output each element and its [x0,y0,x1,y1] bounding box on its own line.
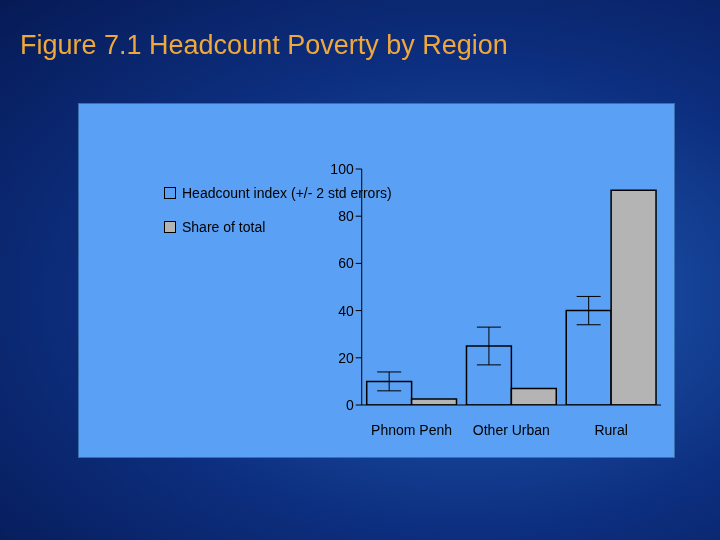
svg-text:20: 20 [338,350,354,366]
svg-text:Rural: Rural [594,422,627,438]
svg-text:80: 80 [338,208,354,224]
html-text:Figure 7.1 Headcount Poverty b: Figure 7.1 Headcount Poverty by Region [20,30,508,60]
svg-text:60: 60 [338,255,354,271]
svg-text:100: 100 [330,161,354,177]
html-text:Headcount index (+/- 2 std err: Headcount index (+/- 2 std errors) [182,185,392,201]
html-text:Share of total: Share of total [182,219,266,235]
svg-text:Phnom Penh: Phnom Penh [371,422,452,438]
svg-text:40: 40 [338,303,354,319]
svg-text:Other Urban: Other Urban [473,422,550,438]
svg-text:0: 0 [346,397,354,413]
